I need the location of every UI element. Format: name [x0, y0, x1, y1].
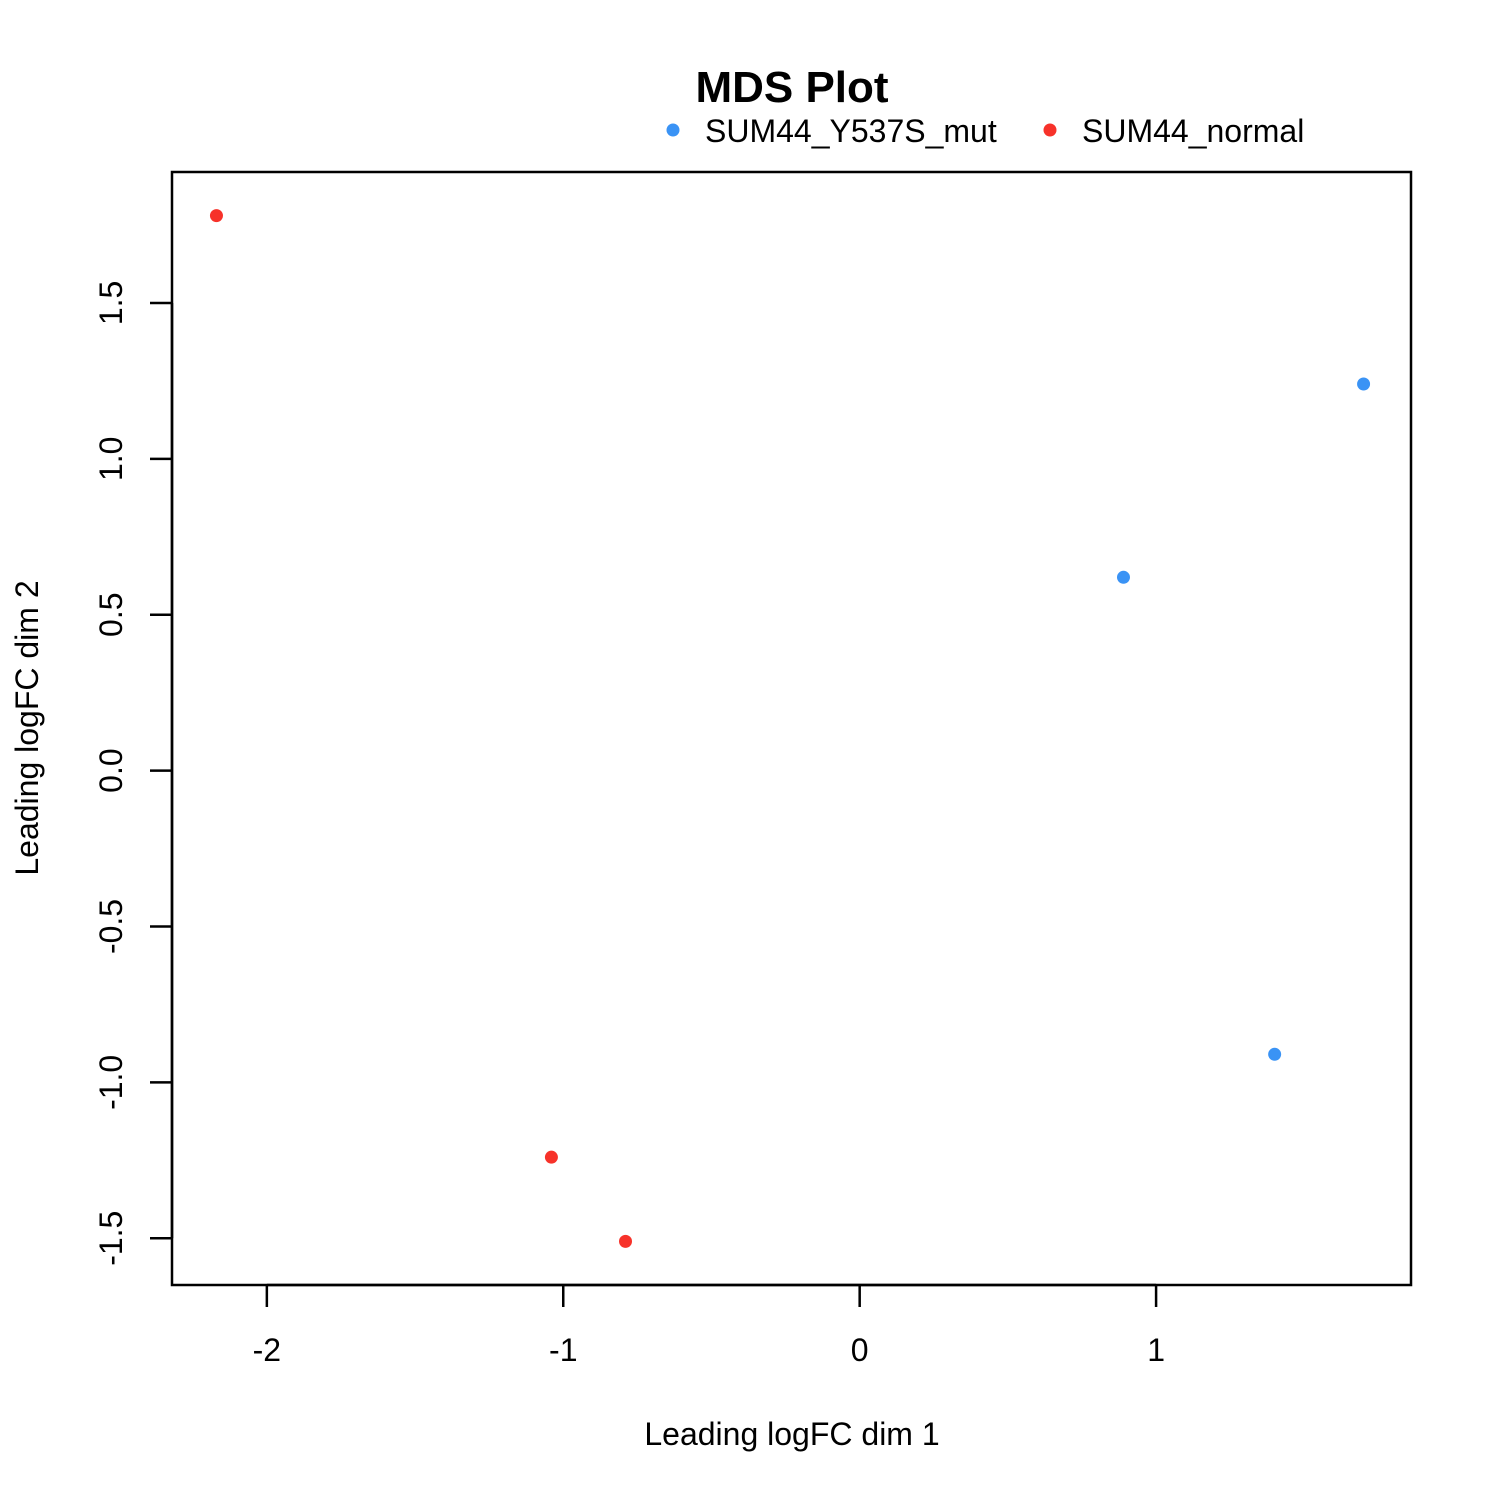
legend-marker-mut — [666, 123, 680, 137]
legend-label-normal: SUM44_normal — [1082, 113, 1304, 149]
y-tick-label: 1.0 — [93, 437, 129, 481]
x-axis-label: Leading logFC dim 1 — [644, 1416, 939, 1452]
y-tick-label: 0.0 — [93, 748, 129, 792]
data-points — [209, 209, 1371, 1248]
x-tick-label: -1 — [549, 1332, 577, 1368]
x-axis: -2 -1 0 1 — [253, 1283, 1165, 1368]
y-axis: -1.5 -1.0 -0.5 0.0 0.5 1.0 1.5 — [93, 281, 174, 1266]
chart-title: MDS Plot — [695, 63, 888, 112]
y-tick-label: -1.0 — [93, 1055, 129, 1110]
y-tick-label: 1.5 — [93, 281, 129, 325]
legend-label-mut: SUM44_Y537S_mut — [705, 113, 997, 149]
y-tick-label: -1.5 — [93, 1211, 129, 1266]
point-normal — [544, 1150, 558, 1164]
point-normal — [619, 1234, 633, 1248]
point-normal — [209, 209, 223, 223]
legend: SUM44_Y537S_mut SUM44_normal — [666, 113, 1304, 149]
x-tick-label: 1 — [1147, 1332, 1165, 1368]
plot-frame — [170, 170, 1413, 1287]
legend-marker-normal — [1043, 123, 1057, 137]
x-tick-label: 0 — [851, 1332, 869, 1368]
y-axis-label: Leading logFC dim 2 — [9, 580, 45, 875]
x-tick-label: -2 — [253, 1332, 281, 1368]
y-tick-label: -0.5 — [93, 899, 129, 954]
y-tick-label: 0.5 — [93, 592, 129, 636]
point-mut — [1357, 377, 1371, 391]
point-mut — [1268, 1047, 1282, 1061]
point-mut — [1116, 570, 1130, 584]
